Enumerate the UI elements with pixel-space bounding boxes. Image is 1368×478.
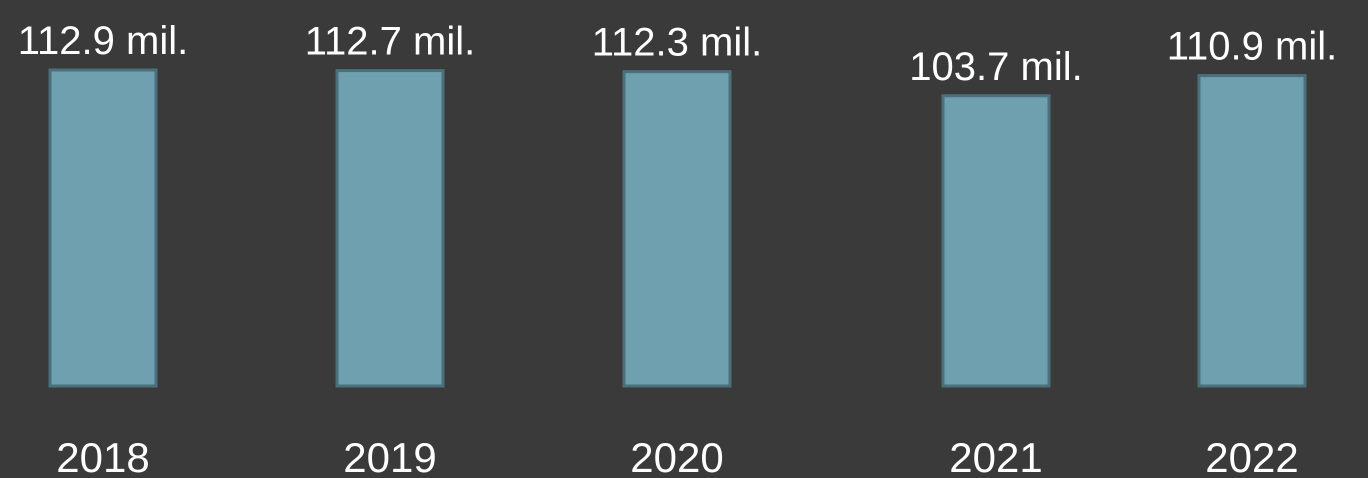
x-tick-label-2020: 2020	[630, 434, 723, 478]
bar-2022	[1197, 74, 1307, 388]
x-tick-label-2022: 2022	[1205, 434, 1298, 478]
bar-2018	[48, 68, 158, 388]
data-label-2018: 112.9 mil.	[18, 19, 188, 63]
data-label-2019: 112.7 mil.	[305, 20, 475, 64]
data-label-2021: 103.7 mil.	[909, 45, 1082, 89]
x-tick-label-2021: 2021	[949, 434, 1042, 478]
value-labels-group: 112.9 mil. 112.7 mil. 112.3 mil. 103.7 mil.…	[18, 19, 1337, 89]
data-label-2022: 110.9 mil.	[1167, 25, 1337, 69]
category-labels-group: 2018 2019 2020 2021 2022	[56, 434, 1298, 478]
bar-2020	[622, 70, 732, 388]
x-tick-label-2018: 2018	[56, 434, 149, 478]
bar-2019	[335, 69, 445, 388]
x-tick-label-2019: 2019	[343, 434, 436, 478]
bars-group	[48, 68, 1307, 388]
data-label-2020: 112.3 mil.	[592, 21, 762, 65]
bar-2021	[941, 94, 1051, 388]
